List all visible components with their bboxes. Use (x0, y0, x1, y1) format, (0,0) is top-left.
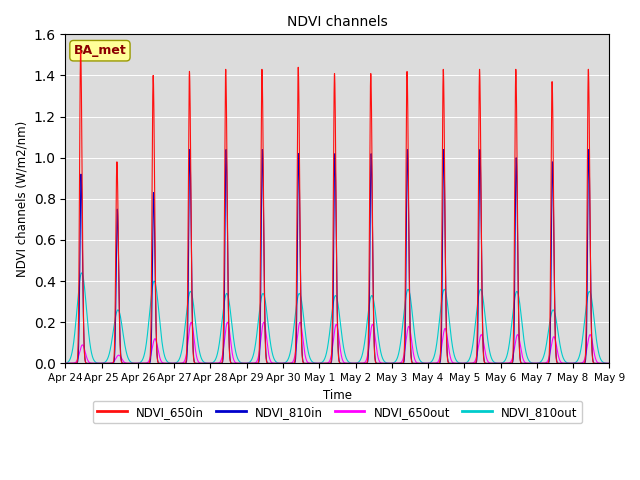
Y-axis label: NDVI channels (W/m2/nm): NDVI channels (W/m2/nm) (15, 121, 28, 277)
Text: BA_met: BA_met (74, 44, 126, 57)
X-axis label: Time: Time (323, 389, 352, 402)
Title: NDVI channels: NDVI channels (287, 15, 388, 29)
Legend: NDVI_650in, NDVI_810in, NDVI_650out, NDVI_810out: NDVI_650in, NDVI_810in, NDVI_650out, NDV… (93, 401, 582, 423)
